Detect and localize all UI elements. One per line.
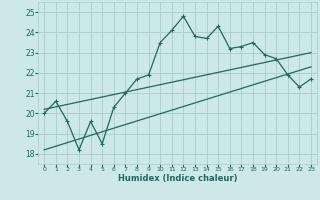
- X-axis label: Humidex (Indice chaleur): Humidex (Indice chaleur): [118, 174, 237, 183]
